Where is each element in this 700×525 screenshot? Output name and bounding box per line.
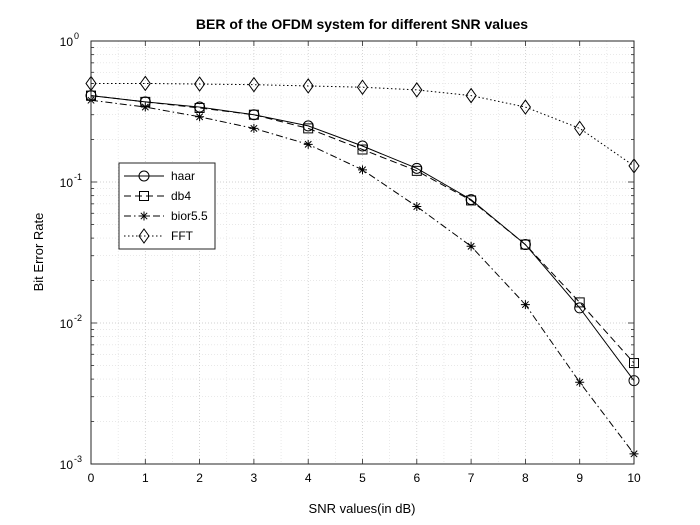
data-point-fft <box>356 79 369 96</box>
x-tick-label: 1 <box>142 471 149 485</box>
legend-label-haar: haar <box>171 169 195 183</box>
y-tick-label: 10 -2 <box>60 313 82 331</box>
data-point-db4 <box>248 109 259 120</box>
data-point-fft <box>519 99 532 115</box>
x-tick-label: 7 <box>468 471 475 485</box>
legend-item-fft: FFT <box>124 228 194 244</box>
legend-marker-fft <box>138 228 150 244</box>
y-tick-exponent: 0 <box>74 31 79 41</box>
y-tick-label: 10 -3 <box>60 454 82 472</box>
data-point-bior5-5 <box>303 139 313 149</box>
y-tick-label: 10 0 <box>60 31 79 49</box>
data-point-db4 <box>466 195 477 206</box>
data-point-db4 <box>411 165 422 176</box>
legend-label-bior5-5: bior5.5 <box>171 209 208 223</box>
legend-item-db4: db4 <box>124 189 191 203</box>
y-axis-label: Bit Error Rate <box>31 213 46 292</box>
chart-title: BER of the OFDM system for different SNR… <box>196 16 528 32</box>
data-point-bior5-5 <box>140 102 150 112</box>
x-tick-label: 4 <box>305 471 312 485</box>
legend-marker-bior5-5 <box>139 211 149 221</box>
data-point-fft <box>411 82 423 98</box>
legend-label-db4: db4 <box>171 189 191 203</box>
y-tick-exponent: -2 <box>74 313 82 323</box>
y-tick-base: 10 <box>60 176 74 190</box>
x-tick-label: 3 <box>251 471 258 485</box>
legend-marker-haar <box>138 170 150 182</box>
legend-item-haar: haar <box>124 169 195 183</box>
data-point-fft <box>465 87 477 104</box>
data-point-fft <box>574 120 586 137</box>
y-tick-exponent: -1 <box>74 172 82 182</box>
x-tick-label: 10 <box>627 471 641 485</box>
data-point-fft <box>302 78 314 94</box>
data-point-fft <box>248 76 260 93</box>
data-point-bior5-5 <box>412 202 422 212</box>
series-fft <box>85 75 640 174</box>
y-tick-base: 10 <box>60 35 74 49</box>
x-tick-label: 2 <box>196 471 203 485</box>
data-point-db4 <box>357 144 368 155</box>
data-point-fft <box>139 75 151 92</box>
data-point-db4 <box>574 297 585 308</box>
series-db4 <box>86 90 639 369</box>
legend-box <box>118 162 216 250</box>
x-axis-label: SNR values(in dB) <box>309 501 416 516</box>
data-point-db4 <box>303 123 314 134</box>
series-line-haar <box>90 95 635 381</box>
legend-marker-db4 <box>139 191 149 201</box>
data-point-fft <box>193 76 206 92</box>
y-tick-label: 10 -1 <box>60 172 82 190</box>
series-line-db4 <box>90 95 635 364</box>
data-point-bior5-5 <box>358 165 367 175</box>
series-bior5-5 <box>86 95 639 459</box>
x-tick-label: 0 <box>88 471 95 485</box>
legend: haar db4 bior5.5 FFT <box>118 162 216 250</box>
y-tick-base: 10 <box>60 458 74 472</box>
axis-ticks <box>90 40 635 465</box>
data-point-bior5-5 <box>466 241 476 251</box>
legend-label-fft: FFT <box>171 229 194 243</box>
x-tick-label: 8 <box>522 471 529 485</box>
legend-item-bior5-5: bior5.5 <box>124 209 208 223</box>
y-tick-base: 10 <box>60 317 74 331</box>
x-tick-labels: 0 1 2 3 4 5 6 7 8 9 10 <box>88 471 641 485</box>
y-tick-exponent: -3 <box>74 454 82 464</box>
data-point-bior5-5 <box>249 123 259 133</box>
x-tick-label: 6 <box>413 471 420 485</box>
data-point-bior5-5 <box>575 377 585 387</box>
data-point-bior5-5 <box>195 112 205 122</box>
data-point-bior5-5 <box>520 300 530 310</box>
data-point-db4 <box>520 239 531 250</box>
series-layer <box>85 75 640 459</box>
x-tick-label: 5 <box>359 471 366 485</box>
x-tick-label: 9 <box>576 471 583 485</box>
